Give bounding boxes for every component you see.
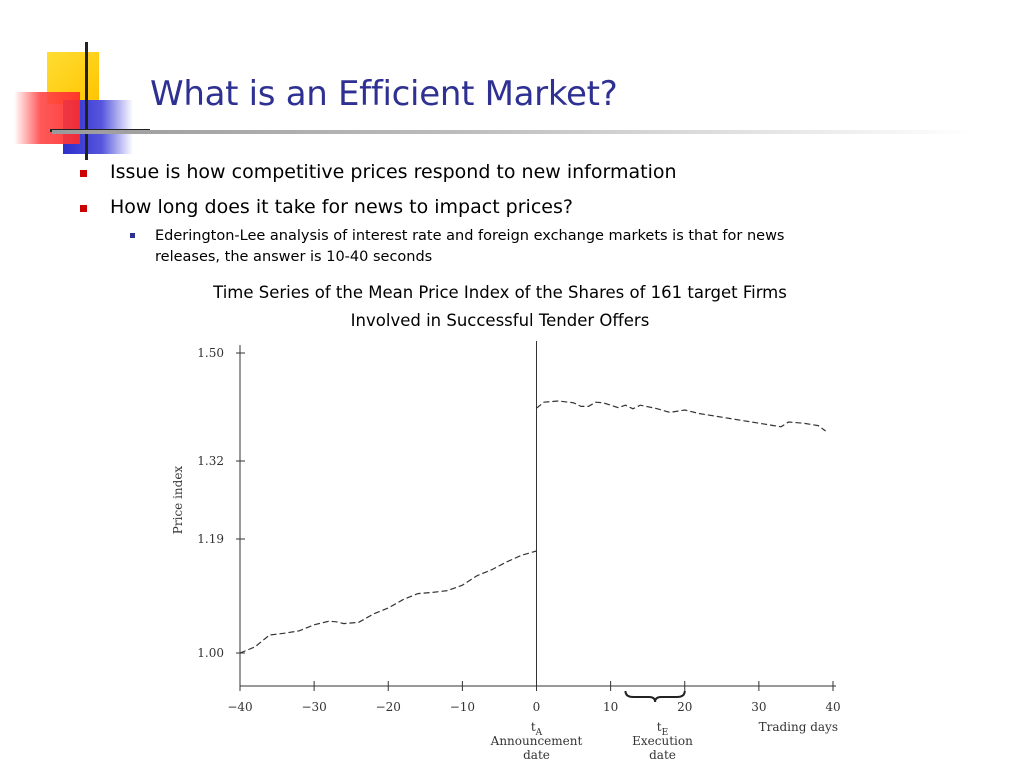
execution-brace [624, 690, 686, 703]
y-tick-label: 1.19 [197, 532, 224, 546]
bullet-item: How long does it take for news to impact… [80, 196, 573, 218]
x-tick-label: −30 [301, 700, 326, 714]
y-tick-label: 1.32 [197, 454, 224, 468]
y-axis-label: Price index [171, 466, 185, 535]
title-underline [52, 130, 972, 134]
bullet-item: Issue is how competitive prices respond … [80, 161, 677, 183]
bullet-text: How long does it take for news to impact… [110, 196, 573, 218]
x-tick-label: 40 [825, 700, 840, 714]
x-tick-label: 20 [677, 700, 692, 714]
announcement-date-symbol: tA [531, 720, 543, 738]
x-tick-label: 30 [751, 700, 766, 714]
logo-graphic [0, 0, 150, 170]
chart-title-line: Involved in Successful Tender Offers [350, 311, 650, 330]
sub-bullet-text-line: Ederington-Lee analysis of interest rate… [155, 228, 785, 244]
chart-title-line: Time Series of the Mean Price Index of t… [213, 283, 787, 302]
sub-bullet-text-line: releases, the answer is 10-40 seconds [155, 249, 433, 265]
series-line-segment [239, 550, 537, 654]
x-tick-label: −40 [227, 700, 252, 714]
execution-date-symbol: tE [657, 720, 668, 738]
logo-red-square [14, 92, 80, 144]
slide-title: What is an Efficient Market? [150, 74, 618, 114]
series-line-segment [536, 400, 826, 432]
execution-date-subscript: E [662, 728, 669, 738]
x-tick-label: 0 [533, 700, 541, 714]
announcement-date-label-line: date [523, 748, 550, 762]
execution-date-label-line: Execution [632, 734, 693, 748]
y-tick-label: 1.50 [197, 346, 224, 360]
announcement-date-label-line: Announcement [490, 734, 583, 748]
x-tick-label: 10 [603, 700, 618, 714]
announcement-date-subscript: A [535, 728, 543, 738]
chart-title: Time Series of the Mean Price Index of t… [150, 279, 850, 335]
logo-vertical-line [85, 42, 88, 160]
bullet-marker [80, 170, 87, 177]
x-tick-label: −10 [450, 700, 475, 714]
execution-date-label-line: date [649, 748, 676, 762]
bullet-text: Issue is how competitive prices respond … [110, 161, 677, 183]
y-tick-label: 1.00 [197, 646, 224, 660]
sub-bullet-item: Ederington-Lee analysis of interest rate… [130, 226, 785, 268]
bullet-marker [80, 205, 87, 212]
x-tick-label: −20 [376, 700, 401, 714]
sub-bullet-marker [130, 233, 135, 238]
x-axis-label: Trading days [759, 720, 838, 734]
